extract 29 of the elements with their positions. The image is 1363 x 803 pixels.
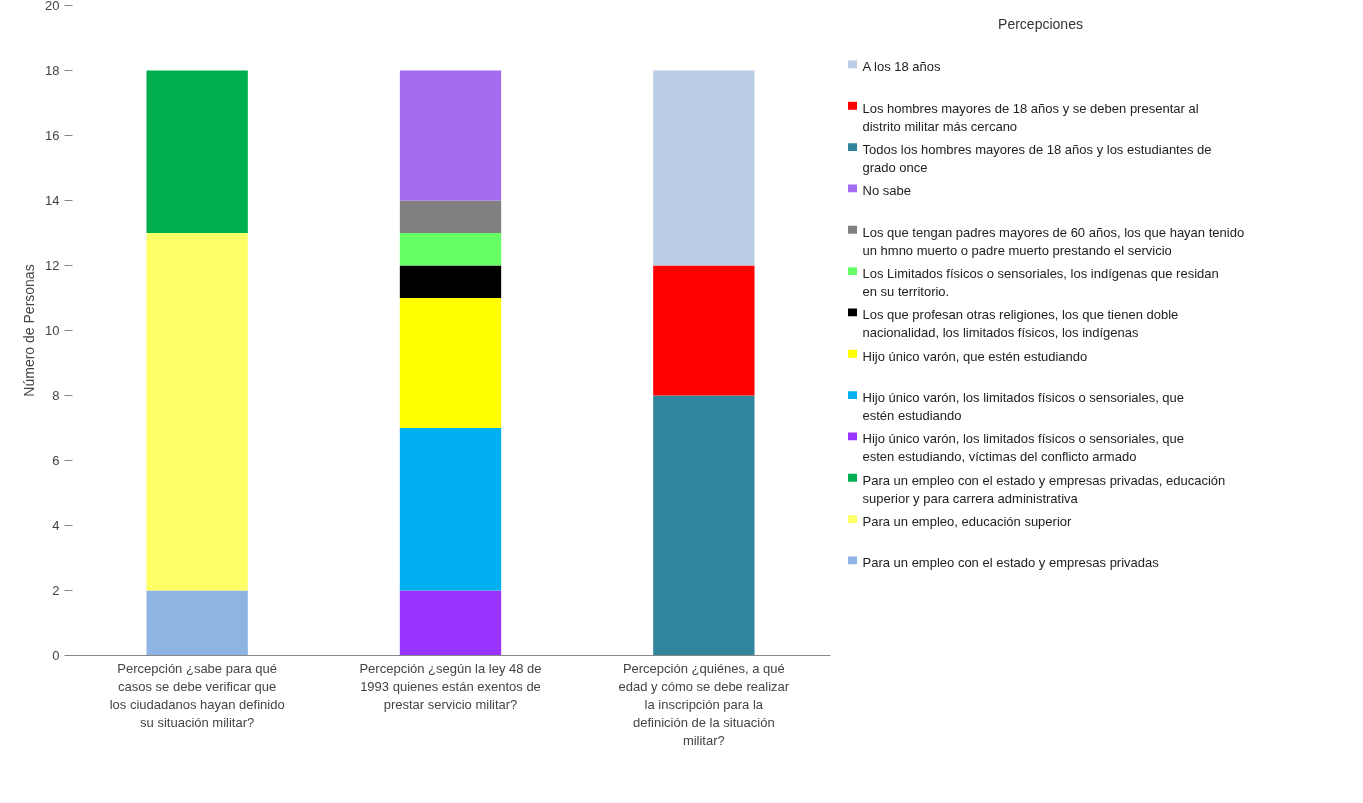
y-tick-label: 2 bbox=[52, 583, 60, 598]
y-tick-label: 16 bbox=[45, 128, 60, 143]
legend-label: Los hombres mayores de 18 años y se deben presentar al distrito militar más cercano bbox=[862, 100, 1199, 134]
y-tick-label: 0 bbox=[52, 648, 60, 663]
y-tick-label: 6 bbox=[52, 453, 60, 468]
legend-label: Para un empleo, educación superior bbox=[862, 513, 1073, 529]
legend-label: Los Limitados físicos o sensoriales, los indígenas que residan en su territorio. bbox=[862, 265, 1219, 299]
x-tick-label: Percepción ¿quiénes, a qué edad y cómo se debe realizar la inscripción para la definición de la situación militar? bbox=[618, 660, 790, 748]
y-tick-label: 18 bbox=[45, 63, 60, 78]
legend-label: Todos los hombres mayores de 18 años y los estudiantes de grado once bbox=[862, 141, 1212, 175]
legend-label: Los que tengan padres mayores de 60 años, los que hayan tenido un hmno muerto o padre muerto prestando el servicio bbox=[862, 224, 1245, 258]
y-tick-label: 4 bbox=[52, 518, 60, 533]
y-tick-label: 8 bbox=[52, 388, 60, 403]
y-tick-label: 10 bbox=[45, 323, 60, 338]
legend-label: Para un empleo con el estado y empresas privadas bbox=[862, 555, 1160, 571]
legend-label: Los que profesan otras religiones, los que tienen doble nacionalidad, los limitados físicos, los indígenas bbox=[862, 307, 1179, 341]
legend-title: Percepciones bbox=[998, 15, 1083, 32]
legend-label: Hijo único varón, los limitados físicos o sensoriales, que estén estudiando bbox=[862, 389, 1185, 423]
y-tick-label: 12 bbox=[45, 258, 60, 273]
legend-label: Hijo único varón, que estén estudiando bbox=[862, 348, 1088, 364]
x-tick-label: Percepción ¿según la ley 48 de 1993 quienes están exentos de prestar servicio militar? bbox=[359, 660, 542, 712]
x-tick-label: Percepción ¿sabe para qué casos se debe verificar que los ciudadanos hayan definido su situación militar? bbox=[109, 660, 285, 730]
legend-label: A los 18 años bbox=[862, 59, 942, 75]
y-axis-title: Número de Personas bbox=[21, 264, 38, 397]
legend-label: Hijo único varón, los limitados físicos o sensoriales, que esten estudiando, víctimas del conflicto armado bbox=[862, 431, 1185, 465]
legend-label: No sabe bbox=[862, 183, 911, 199]
legend-label: Para un empleo con el estado y empresas privadas, educación superior y para carrera administrativa bbox=[862, 472, 1226, 506]
y-tick-label: 20 bbox=[45, 0, 60, 13]
y-tick-label: 14 bbox=[45, 193, 60, 208]
